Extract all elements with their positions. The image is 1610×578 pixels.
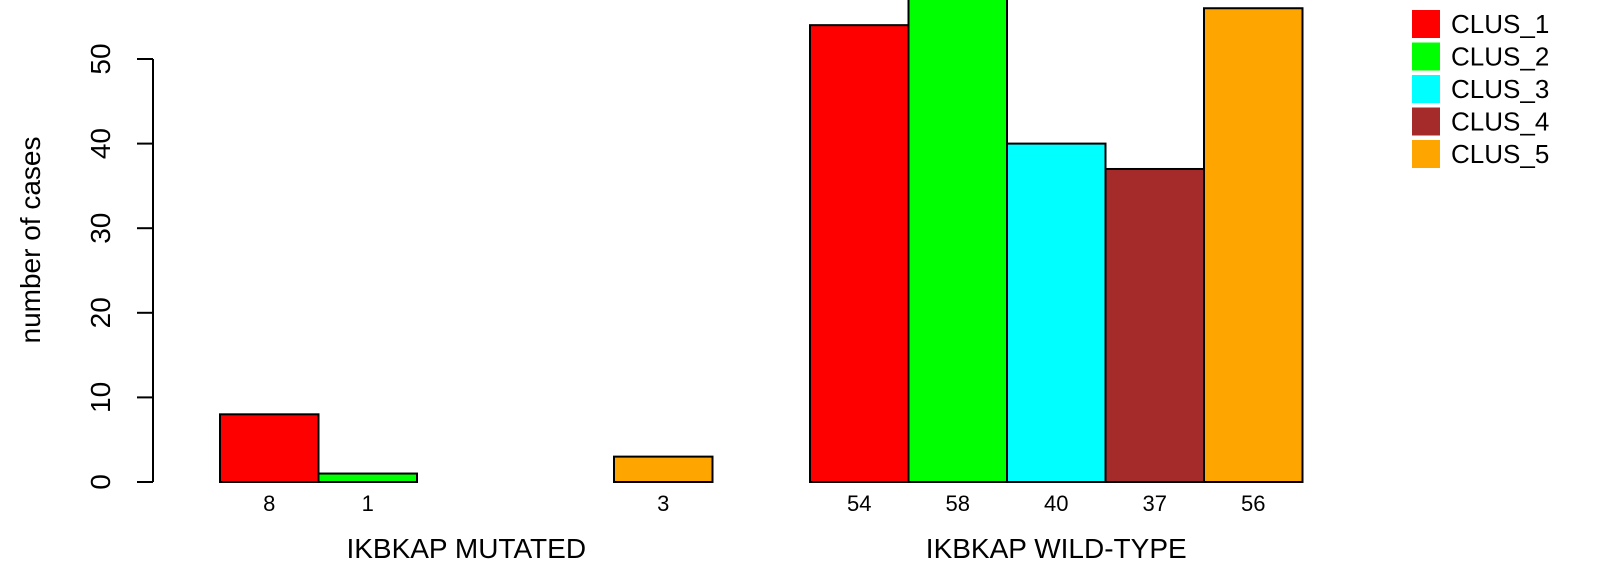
y-tick-label: 40 bbox=[85, 128, 116, 159]
bar-clus-4 bbox=[1104, 167, 1205, 483]
group-label: IKBKAP MUTATED bbox=[346, 533, 586, 564]
bar-clus-5 bbox=[613, 455, 714, 483]
bar-value-label: 37 bbox=[1143, 491, 1167, 516]
legend-swatch bbox=[1412, 140, 1440, 168]
bar-value-label: 58 bbox=[946, 491, 970, 516]
legend-label: CLUS_3 bbox=[1451, 74, 1549, 104]
group-labels: IKBKAP MUTATED IKBKAP WILD-TYPE bbox=[346, 533, 1186, 564]
y-tick-label: 20 bbox=[85, 297, 116, 328]
y-axis: 0 10 20 30 40 50 bbox=[85, 43, 154, 490]
legend-label: CLUS_1 bbox=[1451, 9, 1549, 39]
group-label: IKBKAP WILD-TYPE bbox=[926, 533, 1187, 564]
bar-value-label: 1 bbox=[362, 491, 374, 516]
bars bbox=[219, 0, 1304, 484]
legend-swatch bbox=[1412, 75, 1440, 103]
y-tick-label: 10 bbox=[85, 382, 116, 413]
y-axis-label: number of cases bbox=[15, 137, 46, 344]
y-tick-label: 50 bbox=[85, 43, 116, 74]
bar-value-label: 8 bbox=[263, 491, 275, 516]
bar-value-label: 54 bbox=[847, 491, 871, 516]
y-tick-label: 30 bbox=[85, 213, 116, 244]
legend-label: CLUS_2 bbox=[1451, 42, 1549, 72]
legend-swatch bbox=[1412, 42, 1440, 71]
bar-clus-1 bbox=[809, 24, 910, 483]
legend-label: CLUS_4 bbox=[1451, 107, 1549, 137]
y-tick-label: 0 bbox=[85, 474, 116, 490]
legend-swatch bbox=[1412, 10, 1440, 38]
bar-clus-2 bbox=[907, 0, 1008, 483]
bar-value-label: 3 bbox=[657, 491, 669, 516]
legend-label: CLUS_5 bbox=[1451, 139, 1549, 169]
bar-clus-3 bbox=[1006, 142, 1107, 483]
bar-value-label: 40 bbox=[1044, 491, 1068, 516]
bar-clus-1 bbox=[219, 413, 320, 484]
bar-clus-5 bbox=[1203, 7, 1304, 484]
bar-clus-2 bbox=[317, 472, 418, 484]
bar-labels: 8 1 3 54 58 40 37 56 bbox=[263, 491, 1265, 516]
bar-value-label: 56 bbox=[1241, 491, 1265, 516]
legend-swatch bbox=[1412, 107, 1440, 136]
